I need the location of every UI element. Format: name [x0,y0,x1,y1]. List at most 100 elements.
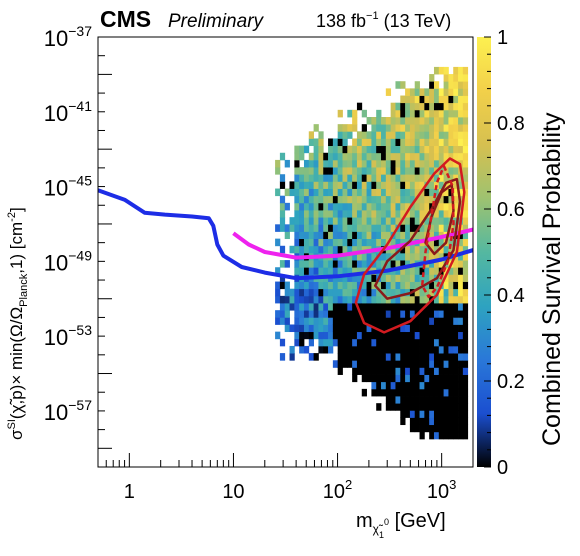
heatmap-cell [400,202,406,211]
heatmap-cell [424,95,430,104]
heatmap-cell [433,188,440,197]
heatmap-cell [414,288,420,297]
heatmap-cell [385,252,392,261]
heatmap-cell [409,131,416,139]
heatmap-cell [332,188,339,197]
heatmap-cell [400,210,406,218]
heatmap-cell [405,252,411,261]
heatmap-cell [453,360,459,368]
heatmap-cell [366,159,372,168]
heatmap-cell [453,310,459,318]
heatmap-cell [337,267,343,275]
heatmap-cell [323,245,329,254]
heatmap-cell [279,202,286,211]
heatmap-cell [419,360,425,368]
heatmap-cell [381,174,387,182]
heatmap-cell [361,252,367,261]
heatmap-cell [453,245,459,254]
heatmap-cell [342,231,348,240]
heatmap-cell [433,260,440,268]
heatmap-cell [342,202,348,211]
heatmap-cell [400,159,406,168]
heatmap-cell [332,217,339,225]
heatmap-cell [390,217,396,225]
heatmap-cell [395,174,401,182]
heatmap-cell [356,245,363,254]
heatmap-cell [462,124,469,132]
heatmap-cell [429,324,435,333]
heatmap-cell [409,417,416,426]
heatmap-cell [400,310,406,318]
status-label: Preliminary [168,11,265,32]
heatmap-cell [303,345,310,354]
heatmap-cell [332,181,339,189]
heatmap-cell [371,374,377,383]
heatmap-cell [424,338,430,347]
heatmap-cell [381,131,387,139]
heatmap-cell [313,238,319,247]
heatmap-cell [414,174,420,182]
heatmap-cell [443,124,449,132]
heatmap-cell [390,117,396,125]
heatmap-cell [424,424,430,433]
heatmap-cell [299,181,305,189]
heatmap-cell [318,317,324,325]
heatmap-cell [409,310,416,318]
heatmap-cell [308,181,314,189]
heatmap-cell [453,303,459,311]
heatmap-cell [356,145,363,154]
heatmap-cell [299,188,305,197]
heatmap-cell [352,267,358,275]
heatmap-cell [289,288,295,297]
heatmap-cell [448,360,454,368]
heatmap-cell [419,152,425,161]
heatmap-cell [443,152,449,161]
heatmap-cell [419,338,425,347]
heatmap-cell [462,238,469,247]
heatmap-cell [409,374,416,383]
heatmap-cell [328,202,334,211]
heatmap-cell [294,152,300,161]
heatmap-cell [438,410,445,418]
heatmap-cell [458,267,464,275]
heatmap-cell [419,159,425,168]
heatmap-cell [347,109,353,118]
heatmap-cell [337,138,343,147]
heatmap-cell [429,131,435,139]
heatmap-cell [361,303,367,311]
heatmap-cell [419,138,425,147]
heatmap-cell [376,109,382,118]
heatmap-cell [395,360,401,368]
heatmap-cell [390,360,396,368]
heatmap-cell [385,360,392,368]
heatmap-cell [414,152,420,161]
heatmap-cell [448,374,454,383]
heatmap-cell [424,152,430,161]
likelihood-contours [354,157,466,334]
heatmap-cell [405,95,411,104]
heatmap-cell [381,260,387,268]
heatmap-cell [376,288,382,297]
heatmap-cell [390,131,396,139]
heatmap-cell [438,152,445,161]
heatmap-cell [328,181,334,189]
heatmap-cell [438,102,445,111]
heatmap-cell [294,281,300,290]
heatmap-cell [284,295,290,304]
heatmap-cell [462,295,469,304]
heatmap-cell [453,188,459,197]
heatmap-cell [347,310,353,318]
heatmap-cell [318,281,324,290]
heatmap-cell [419,145,425,154]
heatmap-cell [313,188,319,197]
heatmap-cell [347,295,353,304]
heatmap-cell [395,388,401,397]
y-tick-label: 10−49 [44,247,92,275]
heatmap-cell [308,167,314,175]
heatmap-cell [303,202,310,211]
heatmap-cell [352,109,358,118]
heatmap-cell [400,396,406,404]
heatmap-cell [352,331,358,340]
heatmap-cell [433,303,440,311]
heatmap-cell [424,388,430,397]
